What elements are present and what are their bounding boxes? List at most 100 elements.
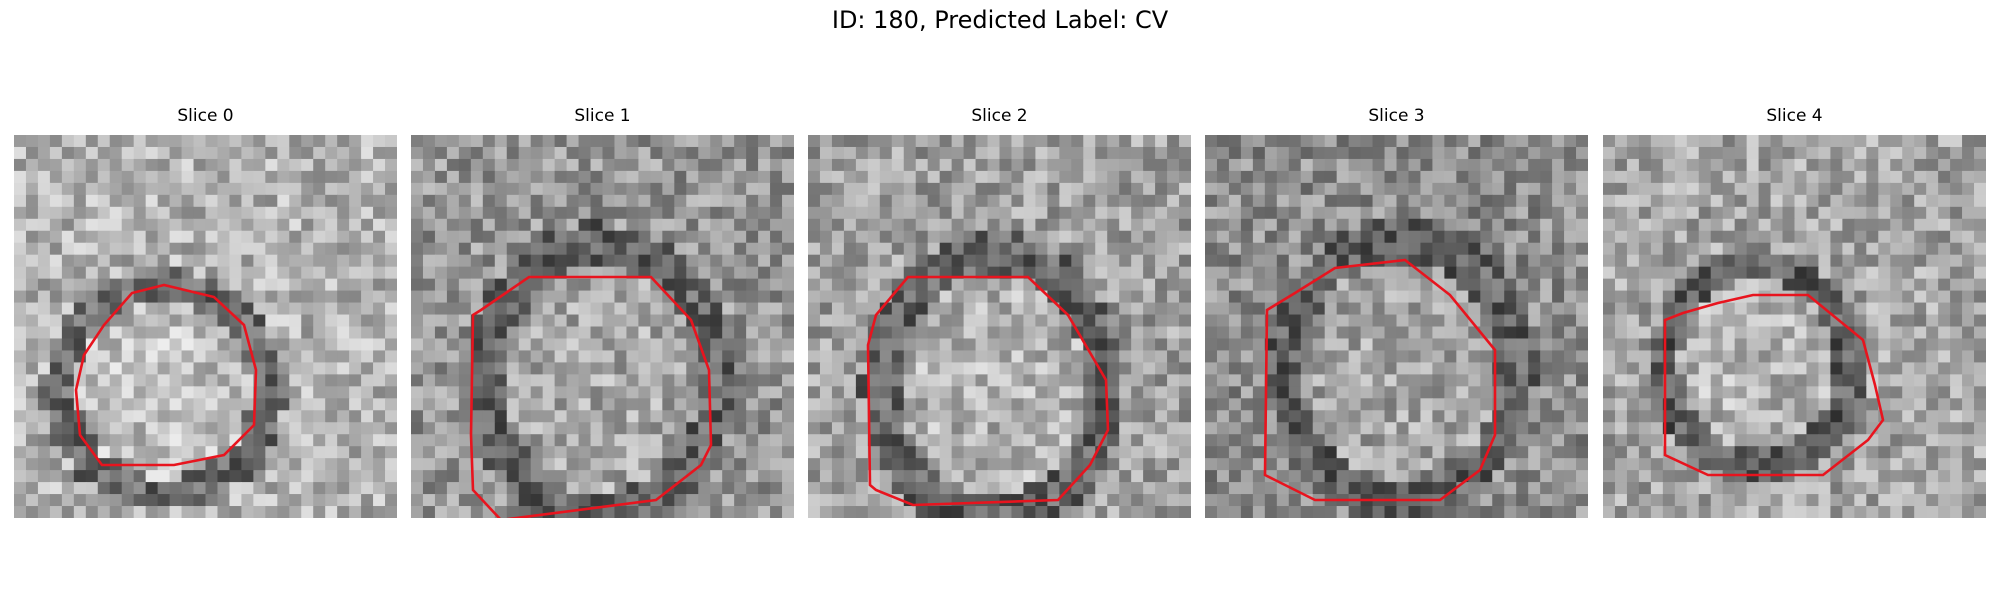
image-pixel xyxy=(915,206,929,220)
image-pixel xyxy=(1552,290,1565,304)
image-pixel xyxy=(145,135,159,148)
image-pixel xyxy=(1674,135,1688,148)
image-pixel xyxy=(590,278,604,292)
image-pixel xyxy=(1674,254,1688,268)
image-pixel xyxy=(1890,278,1903,292)
image-pixel xyxy=(975,350,989,364)
image-pixel xyxy=(1782,338,1796,352)
image-pixel xyxy=(734,434,747,447)
image-pixel xyxy=(554,350,568,364)
image-pixel xyxy=(1444,470,1457,483)
image-pixel xyxy=(951,230,965,244)
image-pixel xyxy=(1420,194,1434,208)
image-pixel xyxy=(867,242,881,256)
image-pixel xyxy=(1722,314,1736,328)
image-pixel xyxy=(1300,242,1314,256)
image-pixel xyxy=(337,482,350,495)
image-pixel xyxy=(1384,350,1398,364)
image-pixel xyxy=(49,494,63,507)
image-pixel xyxy=(434,410,448,423)
image-pixel xyxy=(145,362,159,375)
image-pixel xyxy=(891,434,905,447)
image-pixel xyxy=(710,242,723,256)
image-pixel xyxy=(722,278,735,292)
image-pixel xyxy=(1746,362,1760,375)
image-pixel xyxy=(1468,398,1481,411)
image-pixel xyxy=(133,302,147,316)
image-pixel xyxy=(674,146,687,160)
image-pixel xyxy=(1432,314,1445,328)
image-pixel xyxy=(1950,410,1963,423)
image-pixel xyxy=(843,242,857,256)
image-pixel xyxy=(1083,350,1096,364)
image-pixel xyxy=(710,326,723,340)
image-pixel xyxy=(1722,410,1736,423)
image-pixel xyxy=(1866,182,1879,196)
image-pixel xyxy=(1974,434,1986,447)
image-pixel xyxy=(1758,218,1772,232)
image-pixel xyxy=(1252,278,1266,292)
image-pixel xyxy=(1384,362,1398,375)
image-pixel xyxy=(1830,446,1843,459)
image-pixel xyxy=(1155,302,1168,316)
image-pixel xyxy=(1830,146,1843,160)
image-pixel xyxy=(891,206,905,220)
image-pixel xyxy=(25,146,39,160)
image-pixel xyxy=(373,374,386,387)
image-pixel xyxy=(1540,254,1553,268)
image-pixel xyxy=(1950,302,1963,316)
image-pixel xyxy=(1950,278,1963,292)
image-pixel xyxy=(1614,434,1628,447)
image-pixel xyxy=(542,254,556,268)
image-pixel xyxy=(1564,146,1577,160)
image-pixel xyxy=(1276,434,1290,447)
image-pixel xyxy=(987,146,1001,160)
image-pixel xyxy=(1758,230,1772,244)
image-pixel xyxy=(1974,350,1986,364)
image-pixel xyxy=(903,398,917,411)
image-pixel xyxy=(1782,326,1796,340)
image-pixel xyxy=(217,458,231,471)
image-pixel xyxy=(181,374,195,387)
image-pixel xyxy=(1432,446,1445,459)
image-pixel xyxy=(145,494,159,507)
image-pixel xyxy=(1866,194,1879,208)
image-pixel xyxy=(1576,386,1588,399)
image-pixel xyxy=(843,326,857,340)
image-pixel xyxy=(554,398,568,411)
image-pixel xyxy=(987,218,1001,232)
image-pixel xyxy=(205,170,219,184)
image-pixel xyxy=(470,170,484,184)
image-pixel xyxy=(746,206,759,220)
image-pixel xyxy=(1420,135,1434,148)
image-pixel xyxy=(1914,446,1927,459)
image-pixel xyxy=(987,410,1001,423)
image-pixel xyxy=(1938,135,1951,148)
image-pixel xyxy=(1902,158,1915,172)
image-pixel xyxy=(1107,434,1120,447)
image-pixel xyxy=(1782,158,1796,172)
image-pixel xyxy=(217,494,231,507)
image-pixel xyxy=(686,206,699,220)
image-pixel xyxy=(1095,422,1108,435)
image-pixel xyxy=(1264,218,1278,232)
image-pixel xyxy=(1264,410,1278,423)
image-pixel xyxy=(1516,314,1529,328)
image-pixel xyxy=(109,206,123,220)
image-pixel xyxy=(289,194,302,208)
image-pixel xyxy=(1540,470,1553,483)
image-pixel xyxy=(1107,230,1120,244)
image-pixel xyxy=(1167,434,1180,447)
image-pixel xyxy=(325,470,338,483)
image-pixel xyxy=(373,470,386,483)
image-pixel xyxy=(193,278,207,292)
image-pixel xyxy=(1143,350,1156,364)
image-pixel xyxy=(1638,218,1652,232)
image-pixel xyxy=(674,278,687,292)
image-pixel xyxy=(373,446,386,459)
image-pixel xyxy=(831,362,845,375)
image-pixel xyxy=(181,278,195,292)
image-pixel xyxy=(1444,218,1457,232)
image-pixel xyxy=(1614,254,1628,268)
image-pixel xyxy=(1444,266,1457,280)
